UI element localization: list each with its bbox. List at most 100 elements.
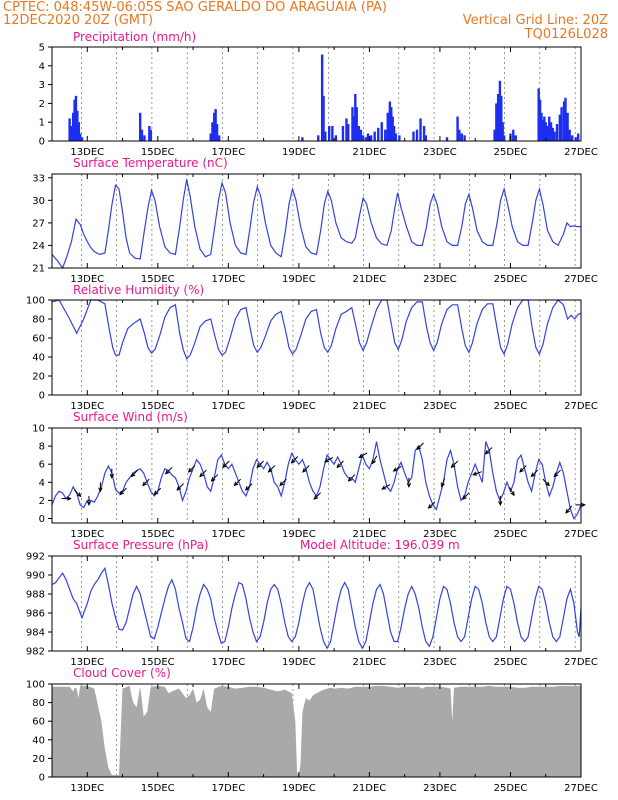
wind-arrow	[358, 452, 368, 458]
y-tick-label: 1	[39, 118, 45, 129]
y-tick-label: 10	[32, 424, 45, 435]
x-tick-label: 23DEC	[423, 274, 457, 285]
precip-bar	[71, 112, 75, 141]
y-tick-label: 40	[32, 735, 45, 746]
wind-arrow	[109, 468, 115, 479]
station-header: CPTEC: 048:45W-06:05S SAO GERALDO DO ARA…	[3, 0, 387, 15]
x-tick-label: 23DEC	[423, 529, 457, 540]
wind-arrow	[73, 489, 82, 498]
y-tick-label: 5	[39, 43, 45, 54]
y-tick-label: 0	[39, 514, 45, 525]
precip-bar	[500, 95, 503, 141]
wind-arrow	[530, 469, 539, 478]
precip-bar	[458, 129, 461, 141]
wind-arrow	[519, 465, 527, 473]
panel-frame	[51, 427, 582, 524]
precip-bar	[217, 135, 221, 141]
precip-bar	[566, 112, 569, 141]
x-tick-label: 25DEC	[494, 147, 528, 158]
precip-bar	[143, 135, 146, 141]
wind-arrow	[498, 495, 503, 507]
y-tick-label: 990	[26, 571, 45, 582]
panel-title: Cloud Cover (%)	[73, 666, 171, 680]
precip-bar	[576, 133, 580, 141]
x-tick-label: 13DEC	[70, 147, 104, 158]
wind-arrow	[279, 478, 287, 487]
precip-bar	[324, 131, 327, 141]
x-tick-label: 15DEC	[141, 529, 175, 540]
y-tick-label: 21	[32, 264, 45, 275]
precip-bar	[562, 101, 566, 141]
precip-bar	[373, 131, 376, 141]
pres-line	[51, 566, 582, 650]
x-tick-label: 23DEC	[423, 657, 457, 668]
precip-bar	[422, 125, 426, 141]
precip-bar	[388, 101, 392, 141]
precip-bar	[574, 137, 577, 141]
precip-bar	[138, 112, 142, 141]
precip-bar	[377, 127, 380, 141]
x-tick-label: 15DEC	[141, 657, 175, 668]
y-tick-label: 60	[32, 717, 45, 728]
x-tick-label: 17DEC	[211, 529, 245, 540]
precip-bar	[394, 133, 398, 141]
precip-bar	[322, 95, 325, 141]
x-tick-label: 21DEC	[353, 657, 387, 668]
wind-arrow	[313, 492, 322, 500]
y-tick-label: 20	[32, 372, 45, 383]
panel-title: Surface Wind (m/s)	[73, 410, 188, 424]
y-tick-label: 3	[39, 80, 45, 91]
y-tick-label: 60	[32, 334, 45, 345]
wind-arrow	[176, 483, 184, 491]
precip-bar	[391, 116, 394, 141]
wind-arrow	[472, 471, 482, 476]
y-tick-label: 33	[32, 173, 45, 184]
precip-bar	[514, 135, 517, 141]
x-tick-label: 23DEC	[423, 147, 457, 158]
precip-panel: 0 1 2 3 4 5 13DEC 15DEC 17DEC 19DEC 21DEC 23DEC 25DE…	[39, 30, 598, 158]
wind-arrow	[450, 460, 459, 469]
precip-bar	[327, 125, 331, 141]
wind-line	[51, 441, 582, 520]
x-tick-label: 13DEC	[70, 401, 104, 412]
wind-arrow	[222, 460, 230, 469]
x-tick-label: 19DEC	[282, 529, 316, 540]
precip-bar	[317, 135, 320, 141]
precip-bar	[301, 137, 304, 141]
x-tick-label: 27DEC	[564, 529, 598, 540]
precip-bar	[357, 125, 361, 141]
y-tick-label: 2	[39, 99, 45, 110]
x-tick-label: 19DEC	[282, 147, 316, 158]
y-tick-label: 8	[39, 442, 45, 453]
precip-bar	[140, 129, 144, 141]
precip-bar	[570, 135, 574, 141]
precip-bar	[320, 54, 324, 141]
temp-line	[51, 179, 581, 270]
wind-arrow	[130, 469, 139, 478]
precip-bar	[351, 107, 354, 141]
panel-title: Surface Pressure (hPa)	[73, 538, 209, 552]
precip-bar	[214, 109, 217, 141]
precip-bar	[390, 107, 393, 141]
x-tick-label: 21DEC	[353, 401, 387, 412]
panel-title: Surface Temperature (nC)	[73, 156, 228, 170]
x-tick-label: 27DEC	[564, 401, 598, 412]
y-tick-label: 6	[39, 460, 45, 471]
wind-arrow	[164, 466, 173, 475]
panel-title: Relative Humidity (%)	[73, 283, 204, 297]
x-tick-label: 15DEC	[141, 401, 175, 412]
precip-bar	[213, 112, 216, 141]
y-tick-label: 984	[26, 628, 45, 639]
y-tick-label: 0	[39, 773, 45, 784]
precip-bar	[502, 135, 506, 141]
wind-arrow	[324, 456, 334, 463]
precip-bar	[398, 135, 401, 141]
x-tick-label: 19DEC	[282, 274, 316, 285]
y-tick-label: 982	[26, 647, 45, 658]
precip-bar	[364, 137, 368, 141]
x-tick-label: 15DEC	[141, 147, 175, 158]
precip-bar	[354, 94, 357, 141]
wind-arrow	[484, 447, 493, 455]
precip-bar	[366, 133, 370, 141]
precip-bar	[209, 133, 212, 141]
